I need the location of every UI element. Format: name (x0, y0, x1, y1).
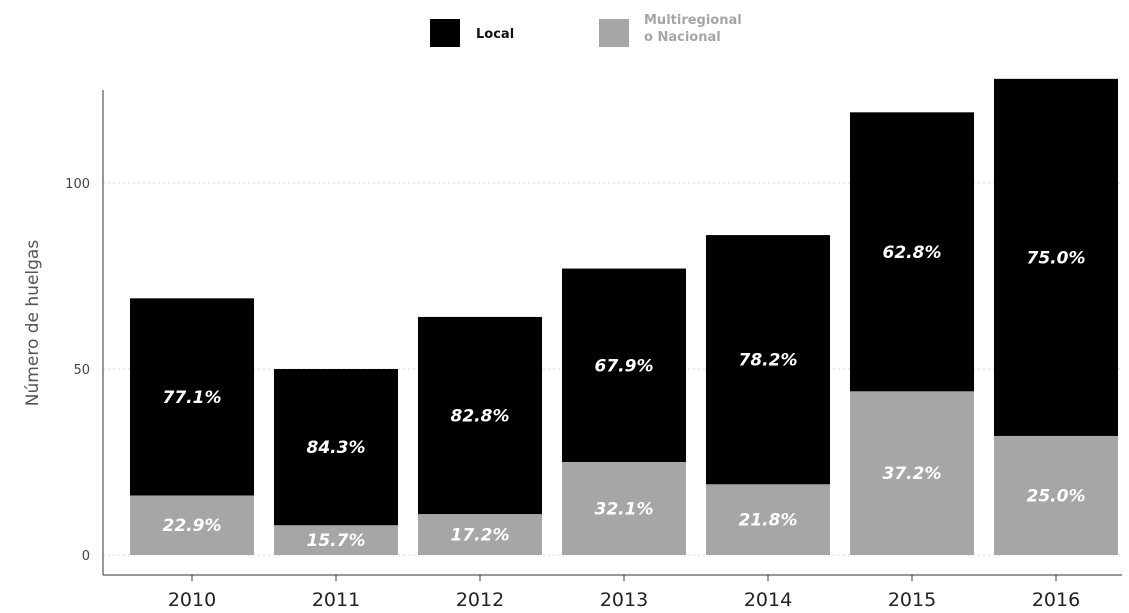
bar-segment-multiregional (994, 435, 1118, 555)
bars (130, 78, 1118, 555)
bar-segment-local (562, 268, 686, 462)
x-tick-label: 2015 (888, 589, 936, 611)
data-label-local: 84.3% (307, 438, 366, 458)
bar-segment-local (274, 369, 398, 526)
x-tick-label: 2016 (1032, 589, 1080, 611)
data-label-multiregional: 32.1% (595, 500, 654, 520)
y-tick-label: 0 (82, 549, 90, 564)
legend-swatch-local (430, 19, 460, 47)
legend-swatch-multiregional (599, 19, 629, 47)
y-tick-label: 50 (73, 363, 90, 378)
bar-segment-local (418, 316, 542, 515)
data-label-multiregional: 17.2% (451, 526, 510, 546)
legend: Local Multiregional o Nacional (430, 13, 742, 47)
x-tick-label: 2014 (744, 589, 792, 611)
bar-segment-local (706, 235, 830, 485)
data-label-local: 78.2% (739, 351, 798, 371)
bar-segment-multiregional (274, 525, 398, 555)
bar-segment-local (130, 298, 254, 496)
y-tick-label: 100 (65, 177, 90, 192)
x-tick-label: 2012 (456, 589, 504, 611)
bar-segment-multiregional (130, 495, 254, 555)
axes (102, 90, 1122, 576)
x-tick-labels: 2010 2011 2012 2013 2014 2015 2016 (168, 575, 1080, 611)
data-label-multiregional: 22.9% (163, 516, 222, 536)
legend-label-multiregional: Multiregional o Nacional (644, 13, 742, 45)
bar-segment-multiregional (562, 462, 686, 555)
data-label-multiregional: 15.7% (307, 531, 366, 551)
data-label-local: 62.8% (883, 243, 942, 263)
data-label-local: 77.1% (163, 388, 222, 408)
bar-segment-local (850, 112, 974, 392)
x-tick-label: 2011 (312, 589, 360, 611)
y-axis-label: Número de huelgas (23, 240, 43, 407)
legend-label-local: Local (476, 27, 514, 42)
data-label-multiregional: 25.0% (1027, 486, 1086, 506)
bar-segment-multiregional (418, 514, 542, 555)
data-label-multiregional: 37.2% (883, 464, 942, 484)
x-tick-label: 2013 (600, 589, 648, 611)
bar-segment-local (994, 78, 1118, 436)
segment-labels: 22.9% 77.1% 15.7% 84.3% 17.2% 82.8% 32.1% 67.9%… (163, 243, 1086, 551)
data-label-local: 82.8% (451, 407, 510, 427)
bar-segment-multiregional (850, 391, 974, 555)
x-tick-label: 2010 (168, 589, 216, 611)
data-label-multiregional: 21.8% (739, 511, 798, 531)
bar-segment-multiregional (706, 484, 830, 555)
data-label-local: 67.9% (595, 356, 654, 376)
y-tick-labels: 0 50 100 (65, 177, 90, 564)
data-label-local: 75.0% (1027, 248, 1086, 268)
